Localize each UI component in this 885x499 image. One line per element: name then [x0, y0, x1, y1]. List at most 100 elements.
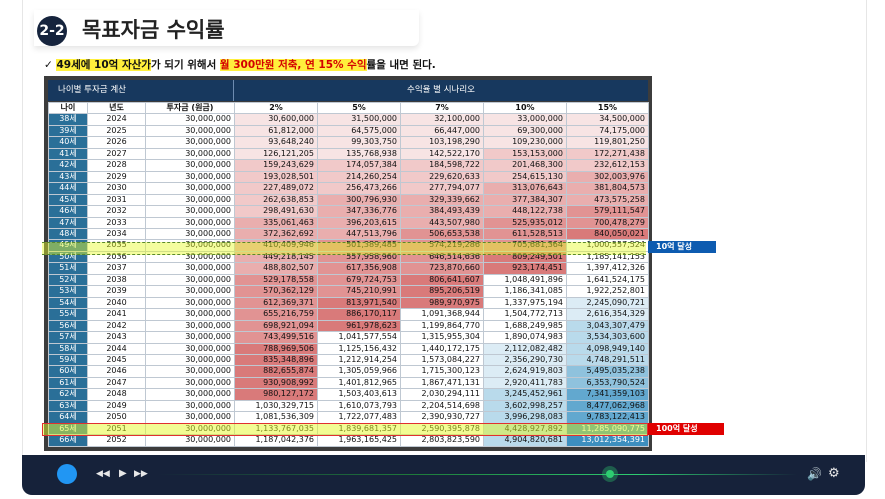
age-cell: 58세: [48, 342, 88, 355]
principal-cell: 30,000,000: [145, 182, 235, 195]
return-cell: 1,722,077,483: [317, 411, 401, 424]
return-cell: 335,061,463: [234, 216, 318, 230]
return-cell: 33,000,000: [483, 113, 567, 126]
principal-cell: 30,000,000: [145, 205, 235, 218]
return-cell: 2,204,514,698: [400, 399, 484, 413]
volume-icon[interactable]: 🔊: [807, 467, 822, 481]
play-icon[interactable]: ▶: [119, 468, 127, 479]
return-cell: 2,030,294,111: [400, 388, 484, 401]
age-cell: 46세: [48, 205, 88, 218]
return-cell: 277,794,077: [400, 182, 484, 195]
return-cell: 5,495,035,238: [566, 365, 649, 378]
year-cell: 2036: [87, 250, 146, 264]
return-cell: 1,397,412,326: [566, 262, 649, 275]
return-cell: 1,315,955,304: [400, 331, 484, 344]
column-header: 15%: [566, 101, 649, 115]
return-cell: 1,337,975,194: [483, 296, 567, 310]
principal-cell: 30,000,000: [145, 227, 235, 241]
progress-track[interactable]: [157, 474, 797, 475]
table-group-header: 나이별 투자금 계산 수익율 별 시나리오: [48, 80, 648, 101]
principal-cell: 30,000,000: [145, 411, 235, 424]
year-cell: 2029: [87, 170, 146, 184]
principal-cell: 30,000,000: [145, 376, 235, 390]
return-cell: 2,616,354,329: [566, 308, 649, 321]
return-cell: 126,121,205: [234, 147, 318, 161]
return-cell: 8,477,062,968: [566, 399, 649, 413]
age-cell: 47세: [48, 216, 88, 230]
return-cell: 254,615,130: [483, 170, 567, 184]
age-cell: 50세: [48, 250, 88, 264]
progress-knob[interactable]: [602, 466, 618, 482]
return-cell: 989,970,975: [400, 296, 484, 310]
return-cell: 961,978,623: [317, 319, 401, 333]
return-cell: 3,245,452,961: [483, 388, 567, 401]
table-row: 56세 2042 30,000,000 698,921,094 961,978,623 1…: [48, 319, 649, 333]
return-cell: 6,353,790,524: [566, 376, 649, 390]
principal-cell: 30,000,000: [145, 170, 235, 184]
return-cell: 788,969,506: [234, 342, 318, 355]
principal-cell: 30,000,000: [145, 319, 235, 333]
return-cell: 882,655,874: [234, 365, 318, 378]
return-cell: 3,996,298,083: [483, 411, 567, 424]
return-cell: 612,369,371: [234, 296, 318, 310]
return-cell: 557,958,960: [317, 250, 401, 264]
return-cell: 806,641,607: [400, 273, 484, 287]
principal-cell: 30,000,000: [145, 399, 235, 413]
age-cell: 57세: [48, 331, 88, 344]
table-row: 53세 2039 30,000,000 570,362,129 745,210,991 8…: [48, 285, 649, 298]
return-cell: 525,935,012: [483, 216, 567, 230]
settings-icon[interactable]: ⚙: [828, 466, 840, 481]
return-cell: 698,921,094: [234, 319, 318, 333]
return-cell: 4,904,820,681: [483, 434, 567, 447]
return-cell: 9,783,122,413: [566, 411, 649, 424]
return-cell: 1,186,341,085: [483, 285, 567, 298]
return-cell: 93,648,240: [234, 136, 318, 149]
table-row: 62세 2048 30,000,000 980,127,172 1,503,403,61…: [48, 388, 649, 401]
return-cell: 570,362,129: [234, 285, 318, 298]
age-cell: 60세: [48, 365, 88, 378]
return-cell: 1,125,156,432: [317, 342, 401, 355]
return-cell: 617,356,908: [317, 262, 401, 275]
age-cell: 53세: [48, 285, 88, 298]
table-row: 47세 2033 30,000,000 335,061,463 396,203,615 4…: [48, 216, 649, 230]
table-row: 45세 2031 30,000,000 262,638,853 300,796,930 3…: [48, 193, 649, 207]
return-cell: 381,804,573: [566, 182, 649, 195]
return-cell: 13,012,354,391: [566, 434, 649, 447]
table-row: 59세 2045 30,000,000 835,348,896 1,212,914,25…: [48, 353, 649, 367]
return-cell: 1,199,864,770: [400, 319, 484, 333]
return-cell: 1,440,172,175: [400, 342, 484, 355]
return-cell: 2,245,090,721: [566, 296, 649, 310]
return-cell: 7,341,359,103: [566, 388, 649, 401]
return-cell: 1,922,252,801: [566, 285, 649, 298]
play-toggle-button[interactable]: [57, 464, 77, 484]
age-cell: 55세: [48, 308, 88, 321]
return-cell: 1,185,141,153: [566, 250, 649, 264]
year-cell: 2032: [87, 205, 146, 218]
return-cell: 2,920,411,783: [483, 376, 567, 390]
return-cell: 743,499,516: [234, 331, 318, 344]
return-cell: 1,688,249,985: [483, 319, 567, 333]
principal-cell: 30,000,000: [145, 250, 235, 264]
return-cell: 443,507,980: [400, 216, 484, 230]
column-header: 2%: [234, 101, 318, 115]
principal-cell: 30,000,000: [145, 285, 235, 298]
return-cell: 2,356,290,730: [483, 353, 567, 367]
table-row: 61세 2047 30,000,000 930,908,992 1,401,812,96…: [48, 376, 649, 390]
tag-10-billion: 10억 달성: [648, 241, 716, 253]
age-cell: 62세: [48, 388, 88, 401]
return-cell: 1,048,491,896: [483, 273, 567, 287]
return-cell: 1,715,300,123: [400, 365, 484, 378]
rewind-icon[interactable]: ◀◀: [96, 469, 110, 479]
year-cell: 2030: [87, 182, 146, 195]
return-cell: 1,091,368,944: [400, 308, 484, 321]
return-cell: 232,612,153: [566, 159, 649, 172]
highlight-row-65: [42, 423, 648, 436]
table-row: 43세 2029 30,000,000 193,028,501 214,260,254 2…: [48, 170, 649, 184]
table-row: 57세 2043 30,000,000 743,499,516 1,041,577,55…: [48, 331, 649, 344]
year-cell: 2033: [87, 216, 146, 230]
progress-knob-dot: [606, 470, 614, 478]
age-cell: 40세: [48, 136, 88, 149]
forward-icon[interactable]: ▶▶: [134, 469, 148, 479]
return-cell: 4,748,291,511: [566, 353, 649, 367]
return-cell: 886,170,117: [317, 308, 401, 321]
